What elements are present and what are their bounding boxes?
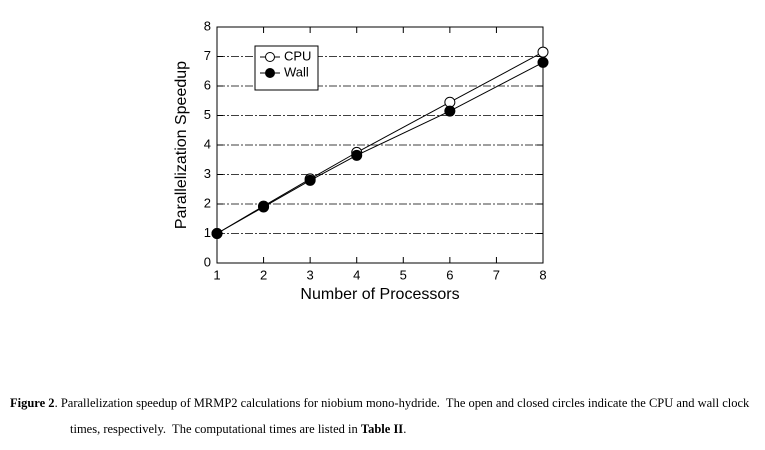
x-tick-label: 8: [539, 267, 546, 282]
y-tick-label: 3: [204, 166, 211, 181]
plot-frame: [216, 26, 544, 264]
data-point: [537, 46, 549, 58]
y-tick-label: 2: [204, 195, 211, 210]
y-axis-label: Parallelization Speedup: [173, 61, 190, 229]
x-tick-label: 1: [213, 267, 220, 282]
caption-end: .: [403, 422, 407, 436]
data-point: [537, 56, 549, 68]
chart: Number of Processors Parallelization Spe…: [173, 18, 549, 303]
legend-label: Wall: [284, 64, 309, 79]
y-tick-label: 4: [204, 136, 211, 151]
series-line: [216, 61, 544, 234]
y-tick-label: 0: [204, 254, 211, 269]
legend-marker: [265, 52, 275, 62]
x-tick-label: 7: [493, 267, 500, 282]
x-tick-label: 6: [446, 267, 453, 282]
x-tick-label: 4: [353, 267, 360, 282]
x-tick-label: 5: [400, 267, 407, 282]
data-point: [351, 149, 363, 161]
y-tick-label: 5: [204, 107, 211, 122]
y-tick-label: 1: [204, 225, 211, 240]
caption-label: Figure 2: [10, 396, 55, 410]
legend-box: [254, 45, 319, 91]
legend-marker: [265, 68, 275, 78]
y-tick-label: 7: [204, 48, 211, 63]
x-axis-label: Number of Processors: [300, 286, 459, 303]
y-tick-label: 8: [204, 18, 211, 33]
caption: Figure 2. Parallelization speedup of MRM…: [10, 390, 755, 442]
x-tick-label: 3: [307, 267, 314, 282]
data-point: [258, 201, 270, 213]
caption-text: . Parallelization speedup of MRMP2 calcu…: [54, 396, 753, 436]
data-point: [444, 105, 456, 117]
x-tick-label: 2: [260, 267, 267, 282]
legend-label: CPU: [284, 48, 311, 63]
y-tick-label: 6: [204, 77, 211, 92]
caption-ref: Table II: [360, 422, 404, 436]
data-point: [304, 174, 316, 186]
data-point: [211, 228, 223, 239]
series-line: [216, 51, 544, 234]
